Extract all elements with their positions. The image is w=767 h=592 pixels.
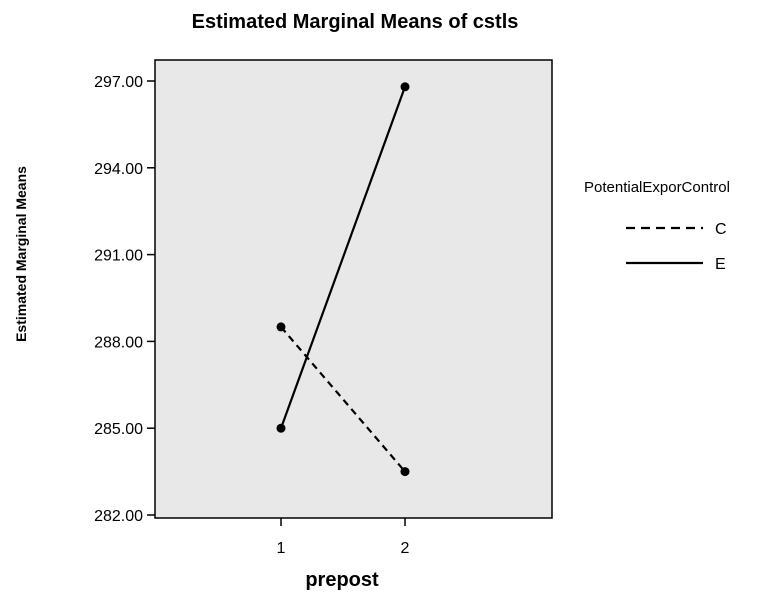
legend-items: CE xyxy=(626,221,727,273)
data-point-e-2 xyxy=(400,82,410,92)
y-tick-label: 294.00 xyxy=(94,161,143,178)
legend-label-c: C xyxy=(715,221,727,238)
series-layer xyxy=(276,82,410,477)
y-tick-label: 282.00 xyxy=(94,508,143,525)
data-point-c-2 xyxy=(400,467,410,477)
legend: PotentialExporControl CE xyxy=(584,179,730,273)
chart-title: Estimated Marginal Means of cstls xyxy=(192,11,519,33)
y-tick-label: 297.00 xyxy=(94,74,143,91)
legend-title: PotentialExporControl xyxy=(584,179,730,196)
plot-area xyxy=(154,59,553,519)
x-tick-label: 2 xyxy=(401,540,410,557)
y-tick-label: 288.00 xyxy=(94,334,143,351)
series-line-e xyxy=(279,86,407,429)
x-axis-label: prepost xyxy=(305,569,379,591)
data-point-e-1 xyxy=(276,423,286,433)
y-axis: 282.00 285.00 288.00 291.00 294.00 297.00 xyxy=(94,74,155,525)
data-point-c-1 xyxy=(276,322,286,332)
legend-label-e: E xyxy=(715,256,726,273)
x-tick-label: 1 xyxy=(277,540,286,557)
y-axis-label: Estimated Marginal Means xyxy=(13,166,29,342)
series-line-c xyxy=(280,326,406,473)
y-tick-label: 285.00 xyxy=(94,421,143,438)
y-tick-label: 291.00 xyxy=(94,248,143,265)
